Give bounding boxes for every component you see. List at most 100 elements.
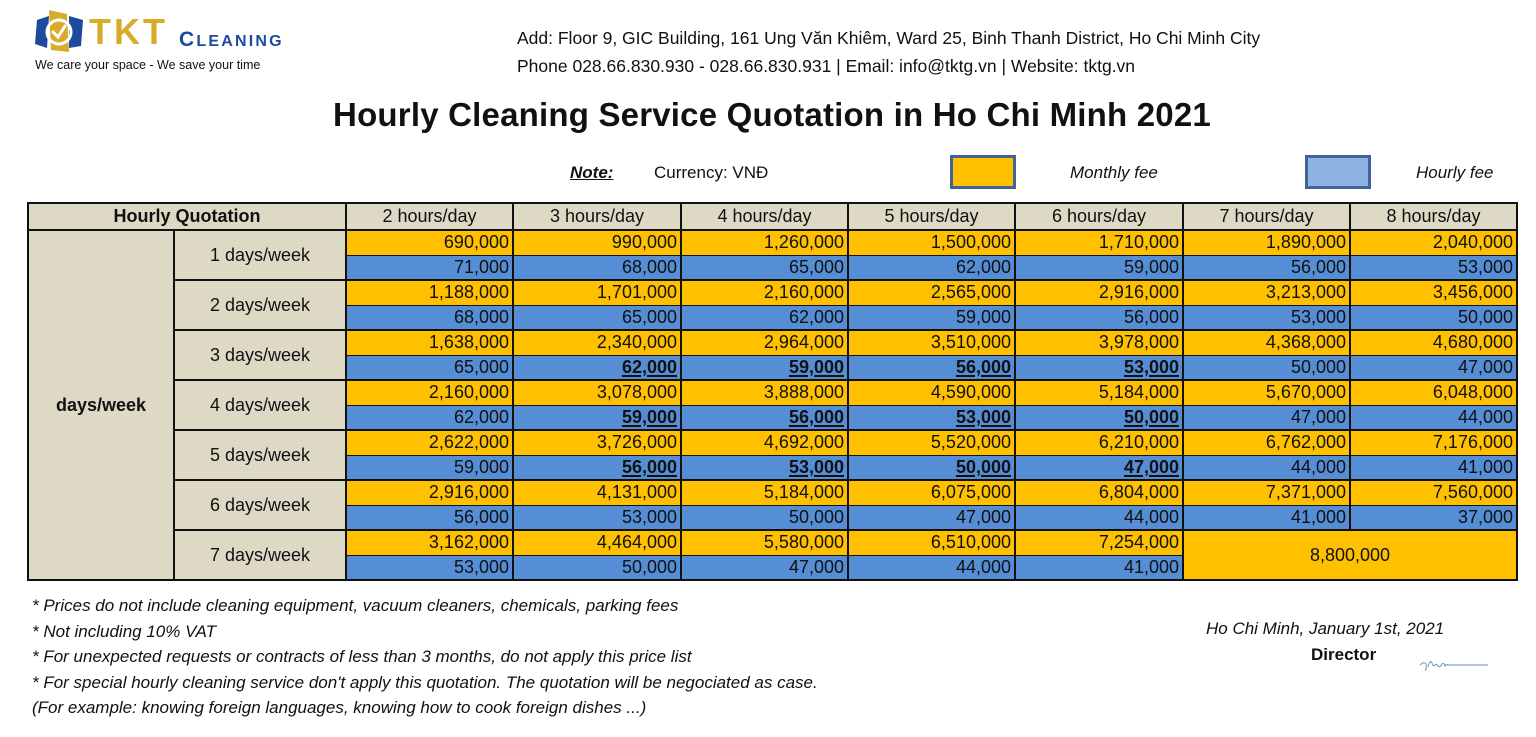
hourly-fee-cell: 44,000	[1014, 504, 1184, 531]
hourly-fee-cell: 41,000	[1182, 504, 1351, 531]
hourly-fee-cell: 44,000	[1349, 404, 1518, 431]
hourly-fee-cell: 41,000	[1014, 554, 1184, 581]
hourly-fee-cell: 59,000	[847, 304, 1016, 331]
hourly-fee-cell: 44,000	[847, 554, 1016, 581]
hourly-fee-cell: 53,000	[1349, 254, 1518, 281]
monthly-fee-cell: 2,160,000	[680, 279, 849, 306]
monthly-fee-cell: 990,000	[512, 229, 682, 256]
monthly-fee-row: 6 days/week 2,916,000 4,131,000 5,184,00…	[28, 479, 1518, 531]
hourly-fee-row: 68,000 65,000 62,000 59,000 56,000 53,00…	[28, 304, 1518, 331]
corner-header: Hourly Quotation	[27, 202, 347, 231]
row-label: 7 days/week	[173, 529, 347, 581]
hourly-fee-cell: 59,000	[1014, 254, 1184, 281]
monthly-fee-cell: 7,371,000	[1182, 479, 1351, 506]
monthly-fee-cell: 3,888,000	[680, 379, 849, 406]
column-header: 6 hours/day	[1014, 202, 1184, 231]
hourly-fee-cell: 47,000	[1182, 404, 1351, 431]
hourly-fee-cell: 53,000	[345, 554, 514, 581]
hourly-fee-cell-highlighted: 53,000	[680, 454, 849, 481]
monthly-fee-cell: 6,075,000	[847, 479, 1016, 506]
hourly-fee-cell: 71,000	[345, 254, 514, 281]
hourly-fee-cell-highlighted: 47,000	[1014, 454, 1184, 481]
monthly-fee-cell: 2,340,000	[512, 329, 682, 356]
monthly-fee-cell: 6,762,000	[1182, 429, 1351, 456]
hourly-fee-cell: 62,000	[680, 304, 849, 331]
hourly-fee-row: 53,000 50,000 47,000 44,000 41,000	[28, 554, 1517, 581]
monthly-fee-cell: 6,210,000	[1014, 429, 1184, 456]
column-header: 5 hours/day	[847, 202, 1016, 231]
monthly-fee-cell: 3,726,000	[512, 429, 682, 456]
hourly-fee-cell: 47,000	[680, 554, 849, 581]
monthly-fee-cell: 4,590,000	[847, 379, 1016, 406]
hourly-fee-cell: 47,000	[1349, 354, 1518, 381]
hourly-fee-cell: 56,000	[1182, 254, 1351, 281]
hourly-fee-row: 65,000 62,000 59,000 56,000 53,000 50,00…	[28, 354, 1518, 381]
hourly-fee-cell: 41,000	[1349, 454, 1518, 481]
hourly-fee-cell-highlighted: 53,000	[847, 404, 1016, 431]
monthly-fee-cell: 1,890,000	[1182, 229, 1351, 256]
note-label: Note:	[570, 163, 614, 182]
monthly-fee-cell: 3,162,000	[345, 529, 514, 556]
page-title: Hourly Cleaning Service Quotation in Ho …	[333, 96, 1211, 133]
column-header: 2 hours/day	[345, 202, 514, 231]
logo-brand-suffix: CLEANING	[179, 28, 284, 51]
hourly-fee-row: 71,000 68,000 65,000 62,000 59,000 56,00…	[28, 254, 1518, 281]
monthly-fee-cell: 1,500,000	[847, 229, 1016, 256]
company-contact: Phone 028.66.830.930 - 028.66.830.931 | …	[517, 56, 1136, 76]
hourly-fee-cell-highlighted: 56,000	[512, 454, 682, 481]
signature-date: Ho Chi Minh, January 1st, 2021	[1206, 619, 1445, 638]
signature-icon	[1419, 661, 1488, 672]
monthly-fee-cell: 3,078,000	[512, 379, 682, 406]
monthly-fee-cell: 2,040,000	[1349, 229, 1518, 256]
monthly-fee-cell: 3,510,000	[847, 329, 1016, 356]
table-header-row: Hourly Quotation 2 hours/day 3 hours/day…	[27, 202, 1518, 231]
monthly-fee-cell: 2,964,000	[680, 329, 849, 356]
monthly-fee-cell: 1,701,000	[512, 279, 682, 306]
hourly-fee-cell: 53,000	[512, 504, 682, 531]
row-label: 5 days/week	[173, 429, 347, 481]
monthly-fee-cell: 1,710,000	[1014, 229, 1184, 256]
row-label: 2 days/week	[173, 279, 347, 331]
hourly-fee-cell-highlighted: 50,000	[847, 454, 1016, 481]
hourly-fee-row: 62,000 59,000 56,000 53,000 50,000 47,00…	[28, 404, 1518, 431]
hourly-fee-cell: 65,000	[345, 354, 514, 381]
hourly-fee-cell: 68,000	[512, 254, 682, 281]
hourly-fee-cell: 56,000	[1014, 304, 1184, 331]
hourly-fee-cell-highlighted: 59,000	[512, 404, 682, 431]
monthly-fee-cell: 2,565,000	[847, 279, 1016, 306]
footnote: * Prices do not include cleaning equipme…	[32, 596, 679, 615]
hourly-fee-cell-highlighted: 50,000	[1014, 404, 1184, 431]
monthly-fee-cell: 6,048,000	[1349, 379, 1518, 406]
row-label: 1 days/week	[173, 229, 347, 281]
monthly-fee-cell: 7,560,000	[1349, 479, 1518, 506]
monthly-fee-cell: 1,260,000	[680, 229, 849, 256]
hourly-fee-cell: 53,000	[1182, 304, 1351, 331]
contact-info: Add: Floor 9, GIC Building, 161 Ung Văn …	[517, 24, 1260, 80]
hourly-fee-swatch	[1305, 155, 1371, 189]
logo-tagline: We care your space - We save your time	[35, 58, 261, 72]
hourly-fee-cell: 68,000	[345, 304, 514, 331]
footnote: * For special hourly cleaning service do…	[32, 672, 818, 692]
hourly-fee-cell-highlighted: 59,000	[680, 354, 849, 381]
monthly-fee-cell: 4,131,000	[512, 479, 682, 506]
footnote: * Not including 10% VAT	[32, 621, 216, 641]
footnote: * For unexpected requests or contracts o…	[32, 647, 692, 666]
monthly-fee-cell: 690,000	[345, 229, 514, 256]
company-logo: TKT CLEANING We care your space - We sav…	[33, 8, 313, 78]
column-header: 3 hours/day	[512, 202, 682, 231]
monthly-fee-row: 2 days/week 1,188,000 1,701,000 2,160,00…	[28, 279, 1518, 331]
monthly-fee-cell: 2,160,000	[345, 379, 514, 406]
signature-title: Director	[1311, 645, 1377, 664]
column-header: 4 hours/day	[680, 202, 849, 231]
hourly-fee-cell: 47,000	[847, 504, 1016, 531]
monthly-fee-cell: 5,184,000	[680, 479, 849, 506]
monthly-fee-cell: 5,670,000	[1182, 379, 1351, 406]
hourly-fee-row: 59,000 56,000 53,000 50,000 47,000 44,00…	[28, 454, 1518, 481]
monthly-fee-cell: 6,510,000	[847, 529, 1016, 556]
hourly-fee-cell-highlighted: 53,000	[1014, 354, 1184, 381]
quotation-table: Hourly Quotation 2 hours/day 3 hours/day…	[27, 202, 1518, 581]
monthly-fee-cell: 1,638,000	[345, 329, 514, 356]
footnotes: * Prices do not include cleaning equipme…	[32, 593, 818, 721]
hourly-fee-cell-highlighted: 56,000	[680, 404, 849, 431]
monthly-fee-cell: 2,916,000	[345, 479, 514, 506]
